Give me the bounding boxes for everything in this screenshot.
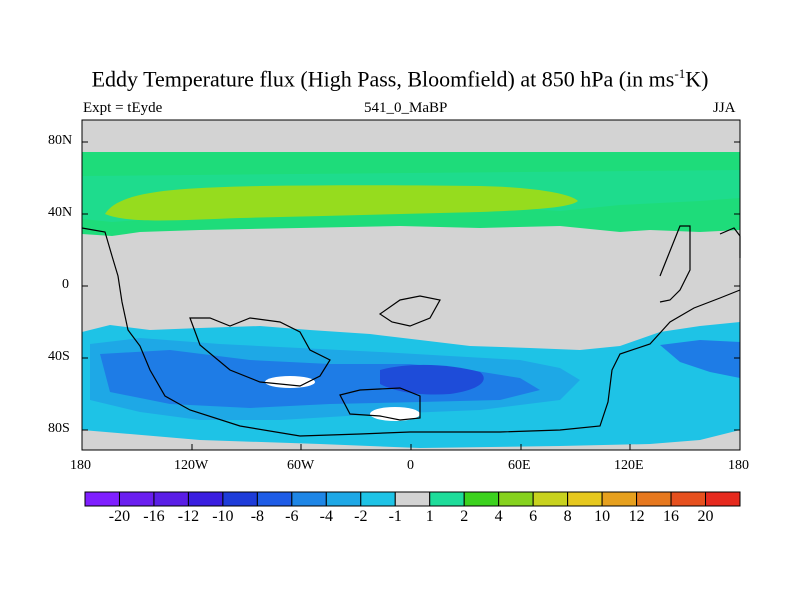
colorbar-label: -1 xyxy=(388,508,402,525)
colorbar-label: -12 xyxy=(177,508,200,525)
colorbar-swatch xyxy=(463,491,500,507)
colorbar-swatch xyxy=(601,491,638,507)
colorbar-label: 1 xyxy=(425,508,434,525)
colorbar-label: 16 xyxy=(663,508,680,525)
colorbar-swatch xyxy=(187,491,224,507)
colorbar xyxy=(84,491,741,507)
lon-tick-label: 180 xyxy=(70,458,91,473)
southern-max-band xyxy=(380,364,484,395)
colorbar-swatch xyxy=(705,491,741,507)
lon-tick-label: 120W xyxy=(174,458,209,473)
colorbar-label: -6 xyxy=(285,508,299,525)
colorbar-label: -8 xyxy=(250,508,265,525)
colorbar-label: 4 xyxy=(494,508,503,525)
lon-tick-label: 60E xyxy=(508,458,531,473)
colorbar-swatch xyxy=(118,491,155,507)
colorbar-swatch xyxy=(532,491,569,507)
colorbar-swatch xyxy=(325,491,362,507)
colorbar-swatch xyxy=(222,491,258,507)
colorbar-label: 10 xyxy=(594,508,611,525)
lat-tick-label: 40S xyxy=(48,349,70,364)
colorbar-label: 2 xyxy=(460,508,469,525)
colorbar-label: -4 xyxy=(319,508,333,525)
lon-tick-label: 60W xyxy=(287,458,315,473)
coastlines xyxy=(81,225,741,437)
colorbar-label: 12 xyxy=(628,508,645,525)
case-label: 541_0_MaBP xyxy=(364,100,448,116)
colorbar-label: 8 xyxy=(563,508,572,525)
colorbar-label: 6 xyxy=(529,508,538,525)
colorbar-swatch xyxy=(153,491,189,507)
season-label: JJA xyxy=(713,100,736,116)
colorbar-label: -2 xyxy=(354,508,368,525)
colorbar-label: -16 xyxy=(143,508,165,525)
colorbar-label: -20 xyxy=(108,508,131,525)
map-title: Eddy Temperature flux (High Pass, Bloomf… xyxy=(91,66,709,92)
experiment-label: Expt = tEyde xyxy=(83,100,163,116)
colorbar-swatch xyxy=(670,491,707,507)
colorbar-swatch xyxy=(256,491,293,507)
lat-tick-label: 40N xyxy=(48,205,73,220)
lat-tick-label: 80N xyxy=(48,133,73,148)
colorbar-swatch xyxy=(498,491,534,507)
lon-tick-label: 120E xyxy=(614,458,644,473)
colorbar-label: -10 xyxy=(212,508,234,525)
colorbar-swatch xyxy=(291,491,327,507)
lon-tick-label: 0 xyxy=(407,458,414,473)
lat-tick-label: 0 xyxy=(62,277,69,292)
colorbar-swatch xyxy=(429,491,465,507)
colorbar-swatch xyxy=(394,491,431,507)
colorbar-swatch xyxy=(636,491,672,507)
lon-tick-label: 180 xyxy=(728,458,749,473)
colorbar-swatch xyxy=(360,491,396,507)
colorbar-label: 20 xyxy=(697,508,714,525)
colorbar-swatch xyxy=(84,491,120,507)
northern-max-band xyxy=(105,185,578,221)
axis-ticks xyxy=(82,141,740,450)
colorbar-swatch xyxy=(567,491,603,507)
lat-tick-label: 80S xyxy=(48,421,70,436)
